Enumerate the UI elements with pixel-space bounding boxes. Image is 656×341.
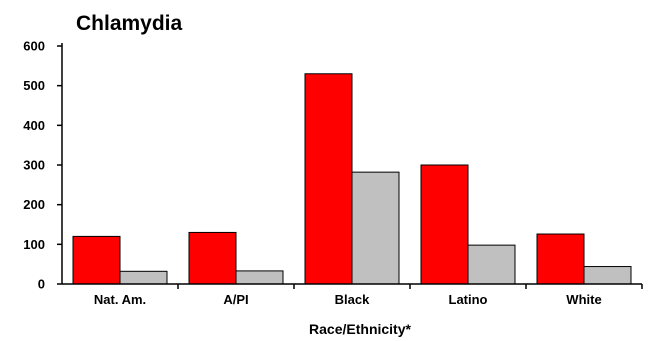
y-tick-label: 0: [38, 277, 45, 292]
y-tick-label: 100: [23, 237, 45, 252]
x-tick-label: White: [566, 292, 601, 307]
bar-series-2: [467, 244, 516, 285]
bar-series-1: [304, 73, 353, 285]
x-axis: Nat. Am. A/PI Black Latino White: [94, 284, 643, 307]
bar-series-2: [119, 270, 168, 285]
x-axis-title: Race/Ethnicity*: [309, 321, 411, 337]
y-axis: 0 100 200 300 400 500 600: [23, 39, 62, 292]
y-tick-label: 200: [23, 197, 45, 212]
x-tick-label: Nat. Am.: [94, 292, 146, 307]
bar-series-1: [536, 233, 585, 285]
bars: [72, 73, 632, 285]
bar-series-2: [583, 266, 632, 285]
y-tick-label: 600: [23, 39, 45, 54]
bar-series-2: [351, 171, 400, 285]
x-tick-label: A/PI: [223, 292, 248, 307]
y-tick-label: 400: [23, 118, 45, 133]
bar-series-2: [235, 270, 284, 285]
x-tick-label: Black: [335, 292, 370, 307]
chart-title: Chlamydia: [76, 12, 183, 35]
x-tick-label: Latino: [449, 292, 488, 307]
bar-series-1: [188, 231, 237, 285]
y-tick-label: 500: [23, 78, 45, 93]
bar-series-1: [72, 235, 121, 285]
y-tick-label: 300: [23, 158, 45, 173]
bar-series-1: [420, 164, 469, 285]
